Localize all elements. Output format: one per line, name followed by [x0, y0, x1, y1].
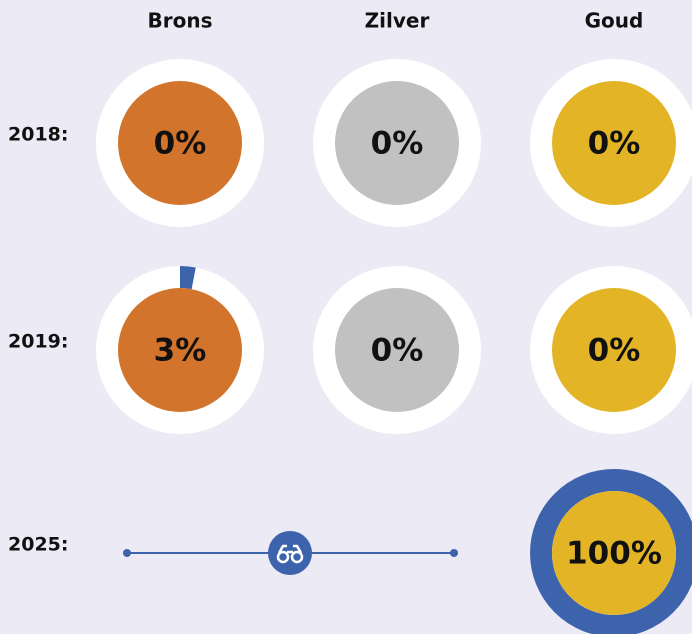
medal-disc — [552, 288, 676, 412]
medal-disc — [335, 288, 459, 412]
slider-end — [450, 549, 458, 557]
column-header: Goud — [585, 9, 644, 33]
medal-disc — [552, 491, 676, 615]
medal-disc — [118, 288, 242, 412]
percent-label: 0% — [588, 126, 641, 162]
column-header: Zilver — [365, 9, 430, 33]
row-label: 2019: — [8, 331, 68, 353]
slider-end — [123, 549, 131, 557]
binoculars-icon — [276, 544, 304, 564]
progress-arc — [179, 266, 196, 290]
column-header: Brons — [148, 9, 213, 33]
progress-arc — [530, 469, 692, 634]
row-label: 2018: — [8, 124, 68, 146]
percent-label: 0% — [588, 333, 641, 369]
medal-disc — [118, 81, 242, 205]
medal-disc — [335, 81, 459, 205]
medal-disc — [552, 81, 676, 205]
timeline-slider — [123, 531, 458, 575]
percent-label: 3% — [154, 333, 207, 369]
percent-label: 100% — [566, 536, 662, 572]
percent-label: 0% — [154, 126, 207, 162]
row-label: 2025: — [8, 534, 68, 556]
percent-label: 0% — [371, 126, 424, 162]
percent-label: 0% — [371, 333, 424, 369]
